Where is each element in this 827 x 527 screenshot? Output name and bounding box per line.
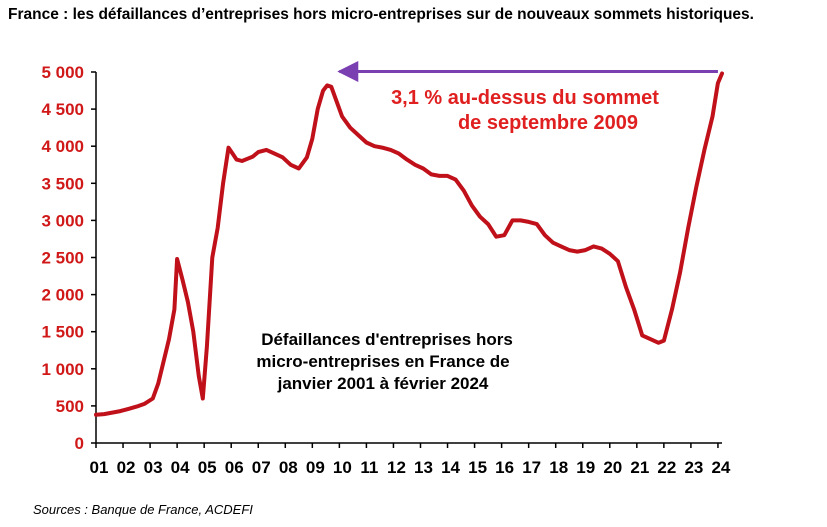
y-tick-label: 500 [56,397,84,416]
x-tick-label: 11 [360,458,378,477]
y-tick-label: 3 500 [41,174,84,193]
x-tick-label: 17 [522,458,541,477]
x-tick-label: 07 [252,458,271,477]
series-line [94,71,724,417]
x-tick-label: 04 [171,458,190,477]
y-tick-label: 5 000 [41,63,84,82]
y-tick-label: 4 000 [41,137,84,156]
x-tick-label: 21 [630,458,649,477]
x-tick-label: 19 [576,458,595,477]
y-tick-label: 2 500 [41,249,84,268]
x-tick-label: 10 [333,458,352,477]
peak-note-line2: de septembre 2009 [458,112,638,134]
x-tick-label: 18 [549,458,568,477]
y-tick-label: 1 500 [41,323,84,342]
x-tick-label: 01 [90,458,109,477]
y-tick-label: 2 000 [41,286,84,305]
series-note-line1: Défaillances d'entreprises hors [261,330,513,349]
series-note-line3: janvier 2001 à février 2024 [277,374,489,393]
x-tick-label: 05 [198,458,217,477]
x-tick-label: 24 [711,458,730,477]
chart-title: France : les défaillances d’entreprises … [8,6,754,23]
y-axis-ticks: 0 500 1 000 1 500 2 000 2 500 3 000 3 500 4 000 4… [41,63,96,453]
x-tick-label: 06 [225,458,244,477]
x-tick-label: 14 [441,458,460,477]
x-tick-label: 13 [414,458,433,477]
y-tick-label: 3 000 [41,211,84,230]
x-tick-label: 08 [279,458,298,477]
y-tick-label: 4 500 [41,100,84,119]
x-tick-label: 16 [495,458,514,477]
x-tick-label: 02 [117,458,136,477]
y-tick-label: 0 [75,434,84,453]
x-tick-label: 15 [468,458,487,477]
x-tick-label: 09 [306,458,325,477]
x-tick-label: 12 [387,458,406,477]
x-tick-label: 03 [144,458,163,477]
x-tick-label: 20 [603,458,622,477]
series-note-line2: micro-entreprises en France de [256,352,509,371]
peak-note-line1: 3,1 % au-dessus du sommet [391,87,659,109]
x-tick-label: 23 [684,458,703,477]
x-axis-ticks: 01 02 03 04 05 06 07 08 09 10 11 12 13 14 15 16 17 18 19 20… [90,443,731,477]
source-note: Sources : Banque de France, ACDEFI [33,502,253,517]
x-tick-label: 22 [657,458,676,477]
y-tick-label: 1 000 [41,360,84,379]
